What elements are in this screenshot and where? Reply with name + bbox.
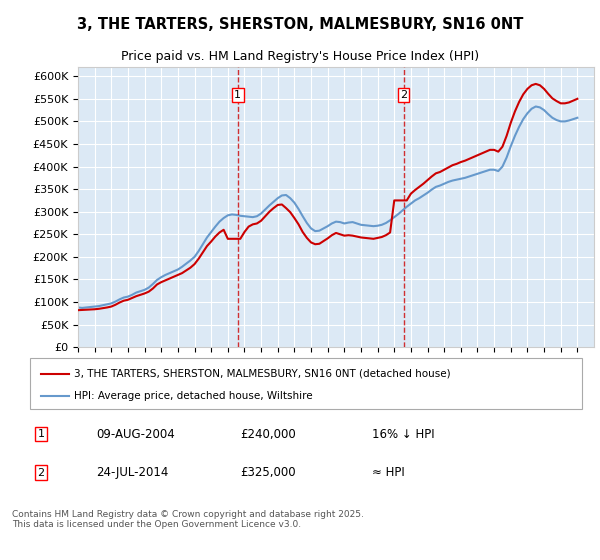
Text: 24-JUL-2014: 24-JUL-2014 <box>96 466 169 479</box>
Text: ≈ HPI: ≈ HPI <box>372 466 405 479</box>
Text: Price paid vs. HM Land Registry's House Price Index (HPI): Price paid vs. HM Land Registry's House … <box>121 50 479 63</box>
Text: 3, THE TARTERS, SHERSTON, MALMESBURY, SN16 0NT (detached house): 3, THE TARTERS, SHERSTON, MALMESBURY, SN… <box>74 368 451 379</box>
Text: £325,000: £325,000 <box>240 466 295 479</box>
Text: 09-AUG-2004: 09-AUG-2004 <box>96 428 175 441</box>
Text: 1: 1 <box>38 429 44 439</box>
Text: 16% ↓ HPI: 16% ↓ HPI <box>372 428 435 441</box>
Text: HPI: Average price, detached house, Wiltshire: HPI: Average price, detached house, Wilt… <box>74 391 313 401</box>
Text: £240,000: £240,000 <box>240 428 296 441</box>
Text: 1: 1 <box>234 90 241 100</box>
Text: 3, THE TARTERS, SHERSTON, MALMESBURY, SN16 0NT: 3, THE TARTERS, SHERSTON, MALMESBURY, SN… <box>77 17 523 32</box>
Text: 2: 2 <box>400 90 407 100</box>
FancyBboxPatch shape <box>30 358 582 409</box>
Text: Contains HM Land Registry data © Crown copyright and database right 2025.
This d: Contains HM Land Registry data © Crown c… <box>12 510 364 529</box>
Text: 2: 2 <box>37 468 44 478</box>
